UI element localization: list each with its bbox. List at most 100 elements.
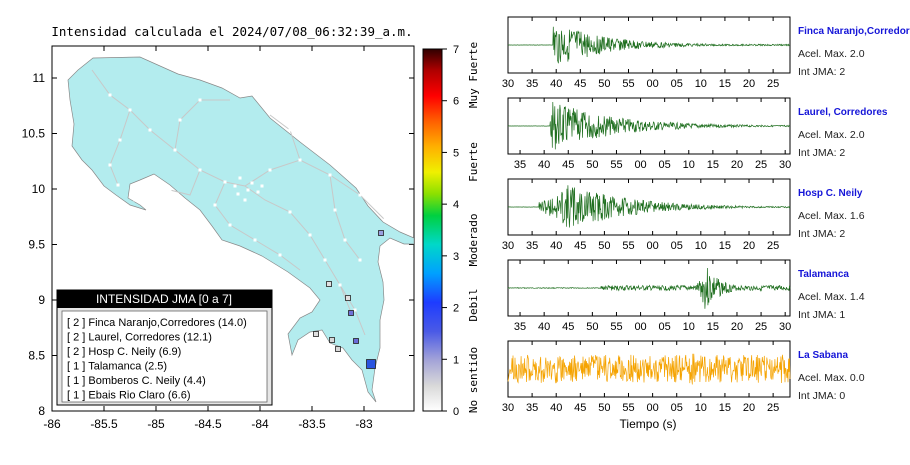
waveform-tick-label: 05 bbox=[671, 78, 683, 90]
colorbar-category-label: No sentido bbox=[467, 347, 480, 413]
waveform-tick-label: 40 bbox=[550, 78, 562, 90]
waveform-tick-label: 30 bbox=[779, 321, 791, 333]
waveform-tick-label: 15 bbox=[707, 321, 719, 333]
station-accel-max: Acel. Max. 1.6 bbox=[798, 210, 865, 222]
waveform-tick-label: 50 bbox=[586, 321, 598, 333]
waveform-tick-label: 30 bbox=[502, 402, 514, 414]
map-x-tick-label: -85 bbox=[147, 417, 165, 431]
waveform-tick-label: 00 bbox=[634, 159, 646, 171]
waveform-tick-label: 05 bbox=[659, 159, 671, 171]
waveform-tick-label: 25 bbox=[767, 78, 779, 90]
colorbar-category-label: Debil bbox=[467, 288, 480, 321]
colorbar-tick-label: 6 bbox=[453, 96, 459, 108]
legend-header bbox=[57, 290, 272, 308]
traces-xlabel: Tiempo (s) bbox=[620, 417, 677, 431]
legend-items: [ 2 ] Finca Naranjo,Corredores (14.0) [ 2… bbox=[67, 317, 247, 402]
waveform-tick-label: 30 bbox=[779, 159, 791, 171]
intensity-map-panel: Intensidad calculada el 2024/07/08_06:32… bbox=[22, 24, 415, 431]
waveform-panels: 30 35 40 45 50 55 00 05 10 15 20 25 Finca Naranjo,Co… bbox=[502, 16, 910, 414]
waveform-panel: 35 40 45 50 55 00 05 10 15 20 25 30 Laurel, Corredor… bbox=[507, 97, 888, 171]
waveform-tick-label: 35 bbox=[514, 159, 526, 171]
map-x-tick-label: -83.5 bbox=[298, 417, 326, 431]
station-int-jma: Int JMA: 2 bbox=[798, 66, 845, 78]
waveform-tick-label: 45 bbox=[574, 240, 586, 252]
waveform-tick-label: 20 bbox=[743, 402, 755, 414]
waveform-tick-label: 00 bbox=[634, 321, 646, 333]
waveform-tick-label: 40 bbox=[538, 321, 550, 333]
waveform-trace bbox=[507, 101, 791, 150]
costa-rica-landmass bbox=[67, 56, 414, 403]
waveform-tick-label: 45 bbox=[562, 159, 574, 171]
waveform-tick-label: 00 bbox=[646, 240, 658, 252]
waveform-trace bbox=[507, 353, 791, 385]
waveform-tick-label: 05 bbox=[659, 321, 671, 333]
waveform-tick-label: 15 bbox=[707, 159, 719, 171]
station-marker bbox=[335, 346, 341, 352]
station-name: Laurel, Corredores bbox=[798, 107, 888, 118]
gulf-of-nicoya bbox=[148, 176, 186, 202]
waveform-tick-label: 20 bbox=[743, 240, 755, 252]
colorbar-tick-label: 4 bbox=[453, 199, 459, 211]
waveform-tick-label: 45 bbox=[574, 402, 586, 414]
station-name: La Sabana bbox=[798, 350, 848, 361]
colorbar-category-label: Moderado bbox=[467, 214, 480, 267]
waveform-tick-label: 55 bbox=[622, 240, 634, 252]
waveform-tick-label: 35 bbox=[514, 321, 526, 333]
waveform-tick-label: 45 bbox=[574, 78, 586, 90]
station-accel-max: Acel. Max. 2.0 bbox=[798, 129, 865, 141]
waveform-tick-label: 50 bbox=[586, 159, 598, 171]
map-title: Intensidad calculada el 2024/07/08_06:32… bbox=[51, 24, 412, 39]
station-accel-max: Acel. Max. 2.0 bbox=[798, 48, 865, 60]
waveform-tick-label: 05 bbox=[671, 402, 683, 414]
waveform-trace bbox=[507, 267, 791, 309]
station-marker bbox=[329, 337, 335, 343]
waveform-tick-label: 15 bbox=[719, 402, 731, 414]
waveform-tick-label: 55 bbox=[610, 321, 622, 333]
waveform-tick-label: 35 bbox=[526, 240, 538, 252]
waveform-tick-label: 15 bbox=[719, 240, 731, 252]
map-y-tick-label: 11 bbox=[33, 71, 46, 85]
station-marker bbox=[366, 359, 376, 369]
legend-item: [ 2 ] Hosp C. Neily (6.9) bbox=[67, 346, 181, 358]
waveform-tick-label: 35 bbox=[526, 78, 538, 90]
station-accel-max: Acel. Max. 0.0 bbox=[798, 372, 865, 384]
station-marker bbox=[378, 230, 384, 236]
intensity-legend: INTENSIDAD JMA [0 a 7] [ 2 ] Finca Naran… bbox=[56, 289, 273, 406]
station-name: Talamanca bbox=[798, 269, 849, 280]
waveform-tick-label: 25 bbox=[767, 402, 779, 414]
legend-item: [ 1 ] Ebais Rio Claro (6.6) bbox=[67, 390, 191, 402]
waveform-tick-label: 50 bbox=[598, 402, 610, 414]
station-int-jma: Int JMA: 2 bbox=[798, 147, 845, 159]
waveform-tick-label: 20 bbox=[731, 159, 743, 171]
waveform-tick-label: 30 bbox=[502, 240, 514, 252]
colorbar-tick-label: 0 bbox=[453, 406, 459, 418]
waveform-panel: 35 40 45 50 55 00 05 10 15 20 25 30 Talamanca Acel. M… bbox=[507, 259, 865, 333]
costa-rica-shape bbox=[67, 56, 414, 403]
waveform-panel: 30 35 40 45 50 55 00 05 10 15 20 25 Hosp C. Neily Ace… bbox=[502, 178, 865, 252]
map-x-tick-label: -83 bbox=[355, 417, 373, 431]
waveform-tick-label: 10 bbox=[683, 321, 695, 333]
waveform-tick-label: 25 bbox=[755, 159, 767, 171]
station-marker bbox=[326, 281, 332, 287]
waveform-tick-label: 55 bbox=[622, 402, 634, 414]
station-accel-max: Acel. Max. 1.4 bbox=[798, 291, 865, 303]
legend-list-box bbox=[61, 310, 268, 403]
map-y-tick-label: 10 bbox=[32, 182, 46, 196]
station-int-jma: Int JMA: 2 bbox=[798, 228, 845, 240]
colorbar-tick-label: 5 bbox=[453, 147, 459, 159]
waveform-tick-label: 25 bbox=[755, 321, 767, 333]
waveform-tick-label: 20 bbox=[731, 321, 743, 333]
waveform-panel: 30 35 40 45 50 55 00 05 10 15 20 25 La Sabana Acel. M… bbox=[502, 340, 865, 414]
colorbar-tick-label: 1 bbox=[453, 354, 459, 366]
legend-item: [ 2 ] Laurel, Corredores (12.1) bbox=[67, 332, 212, 344]
map-x-tick-label: -84 bbox=[251, 417, 269, 431]
colorbar-gradient bbox=[422, 48, 443, 412]
waveform-trace bbox=[507, 185, 791, 228]
map-y-tick-label: 9 bbox=[38, 293, 45, 307]
colorbar-category-label: Fuerte bbox=[467, 142, 480, 182]
waveform-trace bbox=[507, 26, 791, 64]
waveform-tick-label: 15 bbox=[719, 78, 731, 90]
waveform-tick-label: 00 bbox=[646, 402, 658, 414]
waveform-tick-label: 35 bbox=[526, 402, 538, 414]
waveform-tick-label: 20 bbox=[743, 78, 755, 90]
